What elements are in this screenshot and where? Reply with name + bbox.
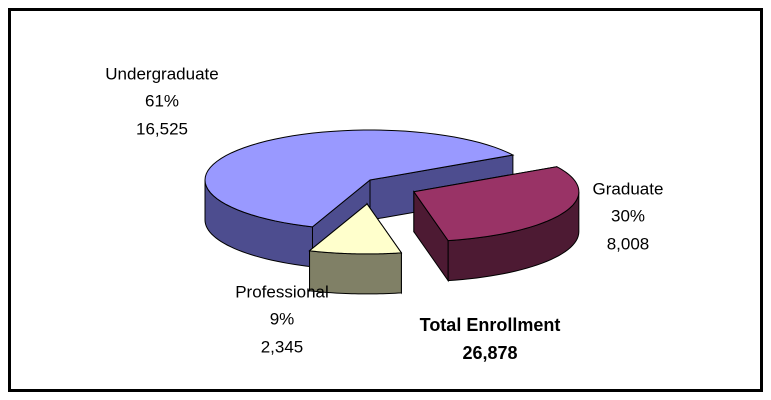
slice-count: 2,345 — [261, 337, 304, 356]
slice-label: Undergraduate — [105, 64, 218, 83]
slice-percent: 61% — [145, 91, 179, 110]
total-title: Total Enrollment — [420, 315, 561, 335]
slice — [308, 202, 403, 295]
slice-percent: 30% — [611, 206, 645, 225]
slice-label: Professional — [235, 282, 329, 301]
slice — [412, 166, 580, 283]
slice-label: Graduate — [593, 179, 664, 198]
slice-percent: 9% — [270, 309, 295, 328]
total-value: 26,878 — [462, 343, 517, 363]
slice — [308, 203, 403, 255]
slice — [412, 166, 580, 242]
slice-count: 16,525 — [136, 119, 188, 138]
slice-count: 8,008 — [607, 234, 650, 253]
slice — [204, 129, 515, 228]
